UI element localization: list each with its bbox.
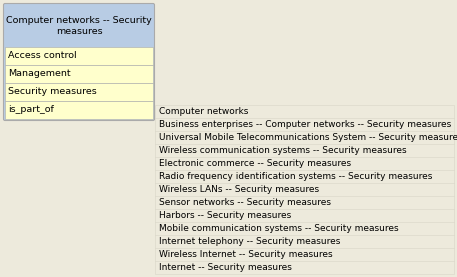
Text: Radio frequency identification systems -- Security measures: Radio frequency identification systems -…	[159, 172, 432, 181]
Text: Internet -- Security measures: Internet -- Security measures	[159, 263, 292, 272]
Bar	[5, 83, 153, 101]
Text: Management: Management	[8, 70, 71, 78]
Text: Sensor networks -- Security measures: Sensor networks -- Security measures	[159, 198, 331, 207]
Text: Universal Mobile Telecommunications System -- Security measures: Universal Mobile Telecommunications Syst…	[159, 133, 457, 142]
Text: Wireless Internet -- Security measures: Wireless Internet -- Security measures	[159, 250, 333, 259]
Bar	[5, 101, 153, 119]
Text: Access control: Access control	[8, 52, 77, 60]
Bar	[155, 105, 454, 274]
Text: Wireless communication systems -- Security measures: Wireless communication systems -- Securi…	[159, 146, 407, 155]
FancyBboxPatch shape	[4, 4, 154, 120]
Text: Computer networks -- Security
measures: Computer networks -- Security measures	[6, 16, 152, 36]
Text: Harbors -- Security measures: Harbors -- Security measures	[159, 211, 291, 220]
Text: Security measures: Security measures	[8, 88, 97, 96]
Text: Mobile communication systems -- Security measures: Mobile communication systems -- Security…	[159, 224, 399, 233]
Bar	[5, 47, 153, 65]
Text: Business enterprises -- Computer networks -- Security measures: Business enterprises -- Computer network…	[159, 120, 451, 129]
Text: Computer networks: Computer networks	[159, 107, 248, 116]
Text: is_part_of: is_part_of	[8, 106, 54, 114]
Bar	[5, 65, 153, 83]
Text: Wireless LANs -- Security measures: Wireless LANs -- Security measures	[159, 185, 319, 194]
Text: Electronic commerce -- Security measures: Electronic commerce -- Security measures	[159, 159, 351, 168]
Text: Internet telephony -- Security measures: Internet telephony -- Security measures	[159, 237, 340, 246]
